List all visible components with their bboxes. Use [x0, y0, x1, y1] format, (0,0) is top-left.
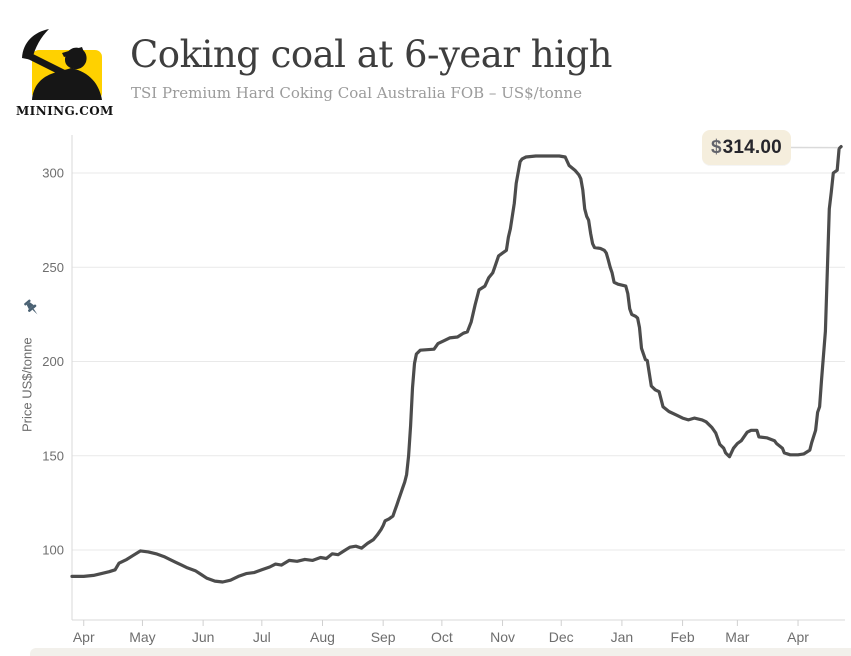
x-axis-month-label: Nov [490, 629, 515, 645]
x-axis-month-label: Oct [431, 629, 453, 645]
x-axis-month-label: May [129, 629, 155, 645]
x-axis-month-label: Dec [549, 629, 574, 645]
x-axis-month-label: Jan [611, 629, 634, 645]
x-axis-month-label: Jun [192, 629, 215, 645]
page-title: Coking coal at 6-year high [130, 33, 612, 76]
tooltip-value: 314.00 [722, 136, 782, 158]
x-axis-month-label: Apr [787, 629, 809, 645]
x-axis-month-label: Apr [73, 629, 95, 645]
miner-pickaxe-icon [22, 29, 102, 100]
last-price-tooltip: $314.00 [702, 130, 791, 165]
page-subtitle: TSI Premium Hard Coking Coal Australia F… [131, 84, 582, 102]
pushpin-icon [24, 299, 38, 315]
y-axis-tick-label: 300 [42, 166, 64, 181]
x-axis-month-label: Feb [671, 629, 695, 645]
x-axis-month-label: Sep [371, 629, 396, 645]
x-axis-month-label: Jul [253, 629, 271, 645]
y-axis-tick-label: 200 [42, 354, 64, 369]
y-axis-tick-label: 250 [42, 260, 64, 275]
mining-com-logo[interactable]: MINING.COM [16, 26, 114, 122]
y-axis-tick-label: 150 [42, 448, 64, 463]
y-axis-tick-label: 100 [42, 543, 64, 558]
y-axis-title: Price US$/tonne [19, 337, 35, 433]
x-axis-month-label: Mar [725, 629, 749, 645]
brand-text: MINING.COM [16, 104, 114, 118]
price-line-series[interactable] [70, 145, 843, 584]
x-axis-month-label: Aug [310, 629, 335, 645]
tooltip-currency: $ [711, 136, 722, 158]
page-section-edge [30, 648, 851, 656]
